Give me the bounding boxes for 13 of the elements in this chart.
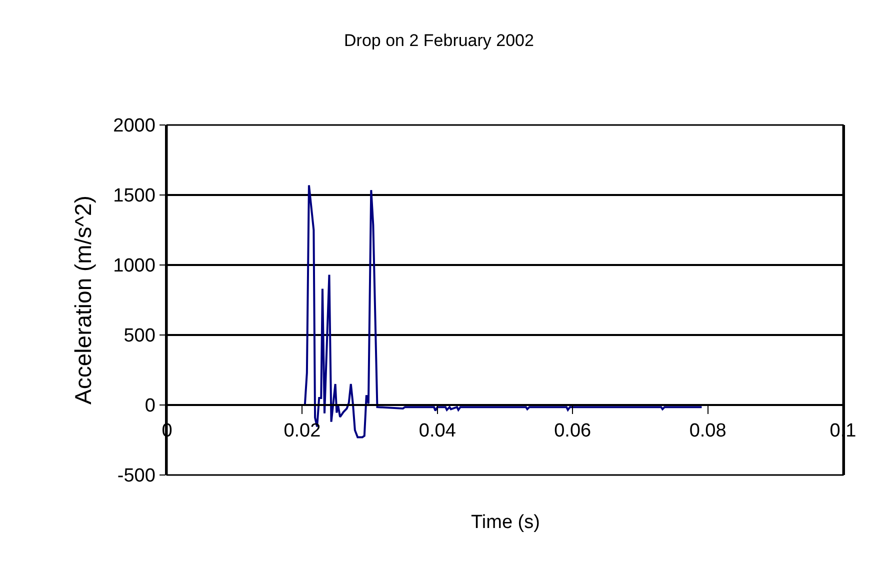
y-tick-label: 2000	[113, 116, 156, 137]
x-tick-label: 0.06	[554, 420, 592, 442]
y-tick-label: 0	[144, 396, 156, 417]
y-axis-title: Acceleration (m/s^2)	[70, 196, 96, 404]
y-tick-label: 500	[124, 326, 156, 347]
x-tick-label: 0.02	[284, 420, 321, 442]
x-tick-label: 0.04	[418, 420, 456, 442]
x-axis-title: Time (s)	[471, 512, 540, 533]
y-tick-label: -500	[117, 466, 156, 487]
y-tick-label: 1000	[113, 256, 156, 277]
y-tick-label: 1500	[113, 186, 156, 207]
chart-title: Drop on 2 February 2002	[344, 30, 534, 50]
x-tick-label: 0.08	[689, 420, 726, 442]
